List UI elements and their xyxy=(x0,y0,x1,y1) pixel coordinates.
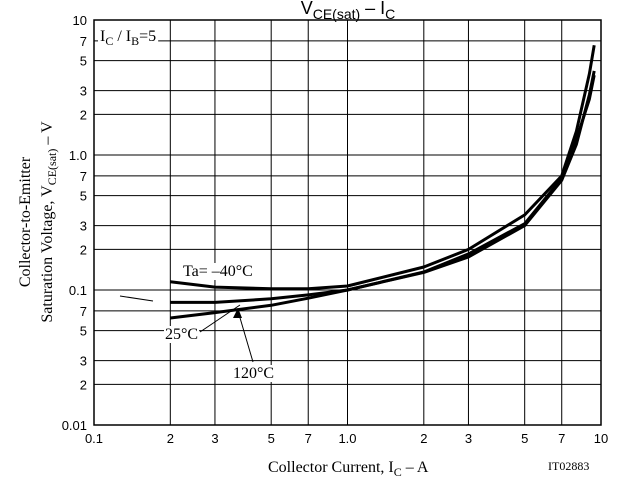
leader-line xyxy=(237,310,254,363)
annotation-part: / I xyxy=(113,28,131,45)
label-background xyxy=(232,365,276,382)
y-tick-label: 0.01 xyxy=(62,418,87,433)
y-tick-label: 2 xyxy=(80,107,87,122)
figure-code: IT02883 xyxy=(548,459,589,473)
y-axis-label: Collector-to-Emitter xyxy=(17,156,34,287)
x-tick-label: 5 xyxy=(521,431,528,446)
y-tick-label: 1.0 xyxy=(69,148,87,163)
x-tick-label: 5 xyxy=(268,431,275,446)
y-tick-label: 3 xyxy=(80,354,87,369)
x-tick-label: 2 xyxy=(420,431,427,446)
x-axis-label: Collector Current, IC – A xyxy=(268,459,429,477)
y-label-sub: CE(sat) xyxy=(45,149,59,186)
series-label: 25°C xyxy=(165,326,198,343)
label-background xyxy=(164,326,200,343)
x-tick-label: 2 xyxy=(167,431,174,446)
label-background xyxy=(182,263,254,280)
series-label: Ta= –40°C xyxy=(183,263,253,280)
x-tick-label: 10 xyxy=(594,431,608,446)
annotation: IC / IB=5 xyxy=(100,28,156,48)
y-label-part: – V xyxy=(39,121,56,149)
y-tick-label: 2 xyxy=(80,377,87,392)
x-tick-label: 7 xyxy=(305,431,312,446)
label-background xyxy=(98,28,159,48)
y-tick-label: 5 xyxy=(80,324,87,339)
y-label-part: Saturation Voltage, V xyxy=(39,185,56,323)
series-line xyxy=(170,70,596,304)
y-tick-label: 3 xyxy=(80,219,87,234)
annotation-sub: B xyxy=(131,34,139,48)
series-line xyxy=(170,45,596,291)
x-label-sub: C xyxy=(394,465,402,477)
title-sub: C xyxy=(385,6,395,22)
y-tick-label: 7 xyxy=(80,304,87,319)
series-label: 120°C xyxy=(233,365,274,382)
y-tick-label: 0.1 xyxy=(69,283,87,298)
title-sub: CE(sat) xyxy=(313,6,360,22)
y-tick-label: 7 xyxy=(80,34,87,49)
annotation-part: =5 xyxy=(139,28,156,45)
title-part: – I xyxy=(360,0,385,18)
y-tick-label: 5 xyxy=(80,189,87,204)
annotation-sub: C xyxy=(105,34,113,48)
arrow-head xyxy=(233,308,242,318)
x-tick-label: 3 xyxy=(211,431,218,446)
y-axis-label: Saturation Voltage, VCE(sat) – V xyxy=(39,121,59,323)
x-label-part: Collector Current, I xyxy=(268,459,394,476)
x-tick-label: 3 xyxy=(465,431,472,446)
y-tick-label: 7 xyxy=(80,169,87,184)
annotation-part: I xyxy=(100,28,105,45)
y-tick-label: 2 xyxy=(80,242,87,257)
x-tick-label: 0.1 xyxy=(85,431,103,446)
chart-title: VCE(sat) – IC xyxy=(301,0,396,22)
y-tick-label: 3 xyxy=(80,84,87,99)
x-tick-label: 1.0 xyxy=(338,431,356,446)
x-tick-label: 7 xyxy=(558,431,565,446)
title-part: V xyxy=(301,0,313,18)
y-tick-label: 10 xyxy=(73,13,87,28)
x-label-part: – A xyxy=(402,459,429,476)
leader-line xyxy=(119,295,154,302)
plot-frame xyxy=(93,19,602,426)
y-tick-label: 5 xyxy=(80,54,87,69)
